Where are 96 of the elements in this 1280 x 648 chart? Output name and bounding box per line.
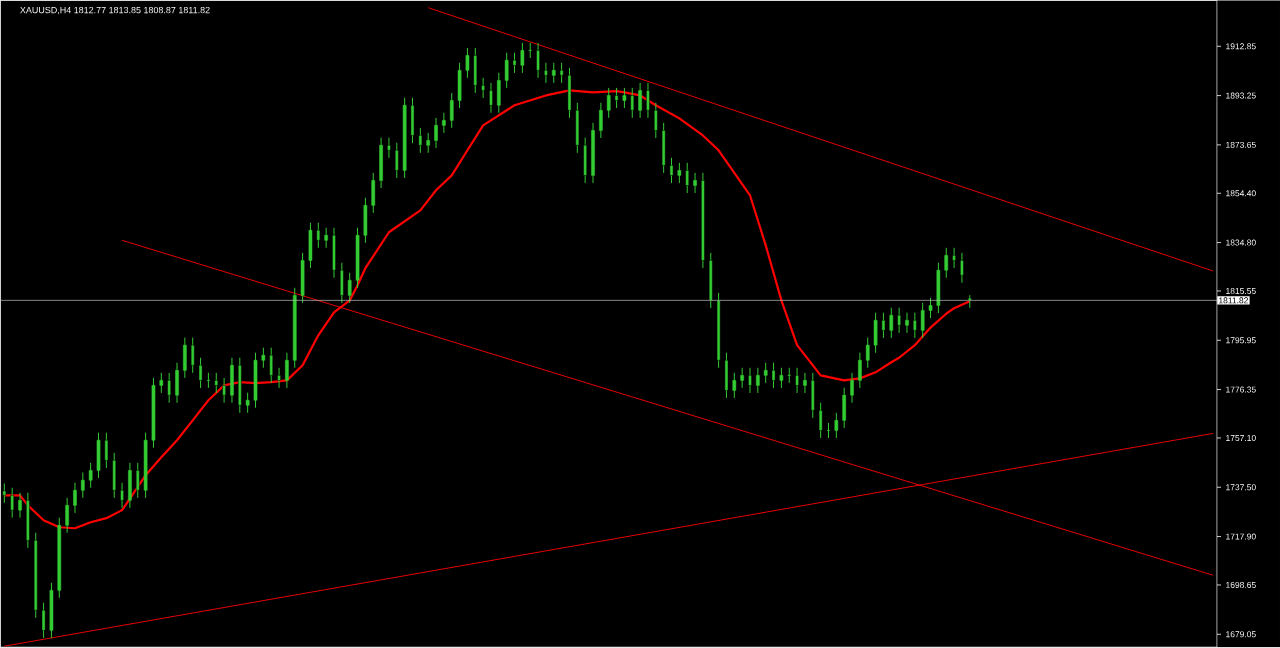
y-tick-label: 1912.85 <box>1226 43 1256 50</box>
candlestick <box>693 172 697 194</box>
y-tick-label: 1815.55 <box>1226 288 1256 295</box>
candlestick <box>614 87 619 109</box>
candlestick <box>834 412 839 439</box>
ref-line-label: 1811.82 <box>1219 297 1248 304</box>
candlestick <box>418 127 423 154</box>
candlestick <box>559 62 564 84</box>
candlestick <box>81 472 85 499</box>
candlestick <box>41 602 46 639</box>
y-tick-label: 1737.50 <box>1226 484 1256 491</box>
candlestick <box>897 307 901 334</box>
candlestick <box>65 497 69 534</box>
candlestick <box>159 372 164 394</box>
candlestick <box>120 482 124 509</box>
candlestick <box>787 367 792 384</box>
candlestick <box>889 307 894 339</box>
candlestick <box>606 87 611 119</box>
candlestick <box>795 367 799 394</box>
y-tick-label: 1679.05 <box>1226 631 1256 638</box>
candlestick <box>865 337 870 369</box>
candlestick <box>622 87 627 109</box>
candlestick <box>740 367 744 389</box>
y-tick-label: 1873.65 <box>1226 142 1256 149</box>
candlestick <box>748 367 752 394</box>
candlestick <box>638 82 642 119</box>
y-tick-label: 1854.40 <box>1226 190 1256 197</box>
candlestick <box>316 222 321 249</box>
candlestick <box>669 157 674 184</box>
candlestick <box>190 337 195 374</box>
y-tick-label: 1893.25 <box>1226 92 1256 99</box>
candlestick <box>347 272 352 304</box>
candlestick <box>528 42 533 59</box>
candlestick <box>520 42 525 74</box>
candlestick <box>944 247 949 279</box>
candlestick <box>73 482 77 514</box>
candlestick <box>905 312 909 334</box>
candlestick <box>599 102 603 139</box>
candlestick <box>198 357 203 389</box>
y-tick-label: 1795.95 <box>1226 337 1256 344</box>
candlestick <box>850 372 854 404</box>
candlestick <box>442 112 446 134</box>
y-tick-label: 1757.10 <box>1226 435 1256 442</box>
candlestick <box>222 377 226 404</box>
candlestick <box>18 492 22 519</box>
candlestick <box>88 462 93 489</box>
text: XAUUSD,H4 1812.77 1813.85 1808.87 1811.82 <box>20 7 210 15</box>
candlestick <box>206 372 211 389</box>
candlestick <box>763 362 768 384</box>
candlestick <box>920 302 925 339</box>
candlestick <box>960 252 964 284</box>
candlestick <box>653 102 658 139</box>
candlestick <box>677 162 682 184</box>
candlestick <box>803 372 807 394</box>
candlestick <box>10 487 14 519</box>
candlestick <box>277 367 281 389</box>
candlestick <box>818 402 823 439</box>
candlestick <box>504 52 509 89</box>
candlestick <box>913 312 917 339</box>
candlestick <box>465 47 470 79</box>
candlestick <box>135 462 140 499</box>
candlestick <box>881 312 886 339</box>
y-tick-label: 1717.90 <box>1226 533 1256 540</box>
candlestick <box>269 347 274 384</box>
candlestick <box>544 62 548 84</box>
candlestick <box>646 82 650 119</box>
y-tick-label: 1834.80 <box>1226 239 1256 246</box>
candlestick <box>481 77 485 99</box>
candlestick <box>387 137 391 159</box>
candlestick <box>394 142 399 179</box>
y-tick-label: 1776.35 <box>1226 386 1256 393</box>
candlestick <box>952 247 956 269</box>
candlestick <box>261 347 266 369</box>
candlestick <box>489 82 493 114</box>
candlestick <box>104 432 109 469</box>
candlestick <box>434 117 438 149</box>
candlestick <box>756 367 760 394</box>
candlestick <box>536 42 540 79</box>
candlestick <box>167 372 171 404</box>
candlestick <box>779 367 784 389</box>
candlestick <box>324 227 328 249</box>
candlestick <box>928 297 933 319</box>
candlestick <box>285 352 289 389</box>
candlestick <box>426 132 430 154</box>
y-tick-label: 1698.65 <box>1226 582 1256 589</box>
candlestick <box>826 422 831 439</box>
candlestick <box>214 372 219 394</box>
candlestick <box>551 62 556 84</box>
candlestick <box>858 352 862 389</box>
candlestick <box>630 87 635 119</box>
candlestick <box>685 162 690 194</box>
candlestick <box>449 92 454 129</box>
candlestick <box>512 52 517 74</box>
candlestick <box>245 392 250 414</box>
candlestick <box>771 362 776 389</box>
candlestick <box>732 372 737 399</box>
